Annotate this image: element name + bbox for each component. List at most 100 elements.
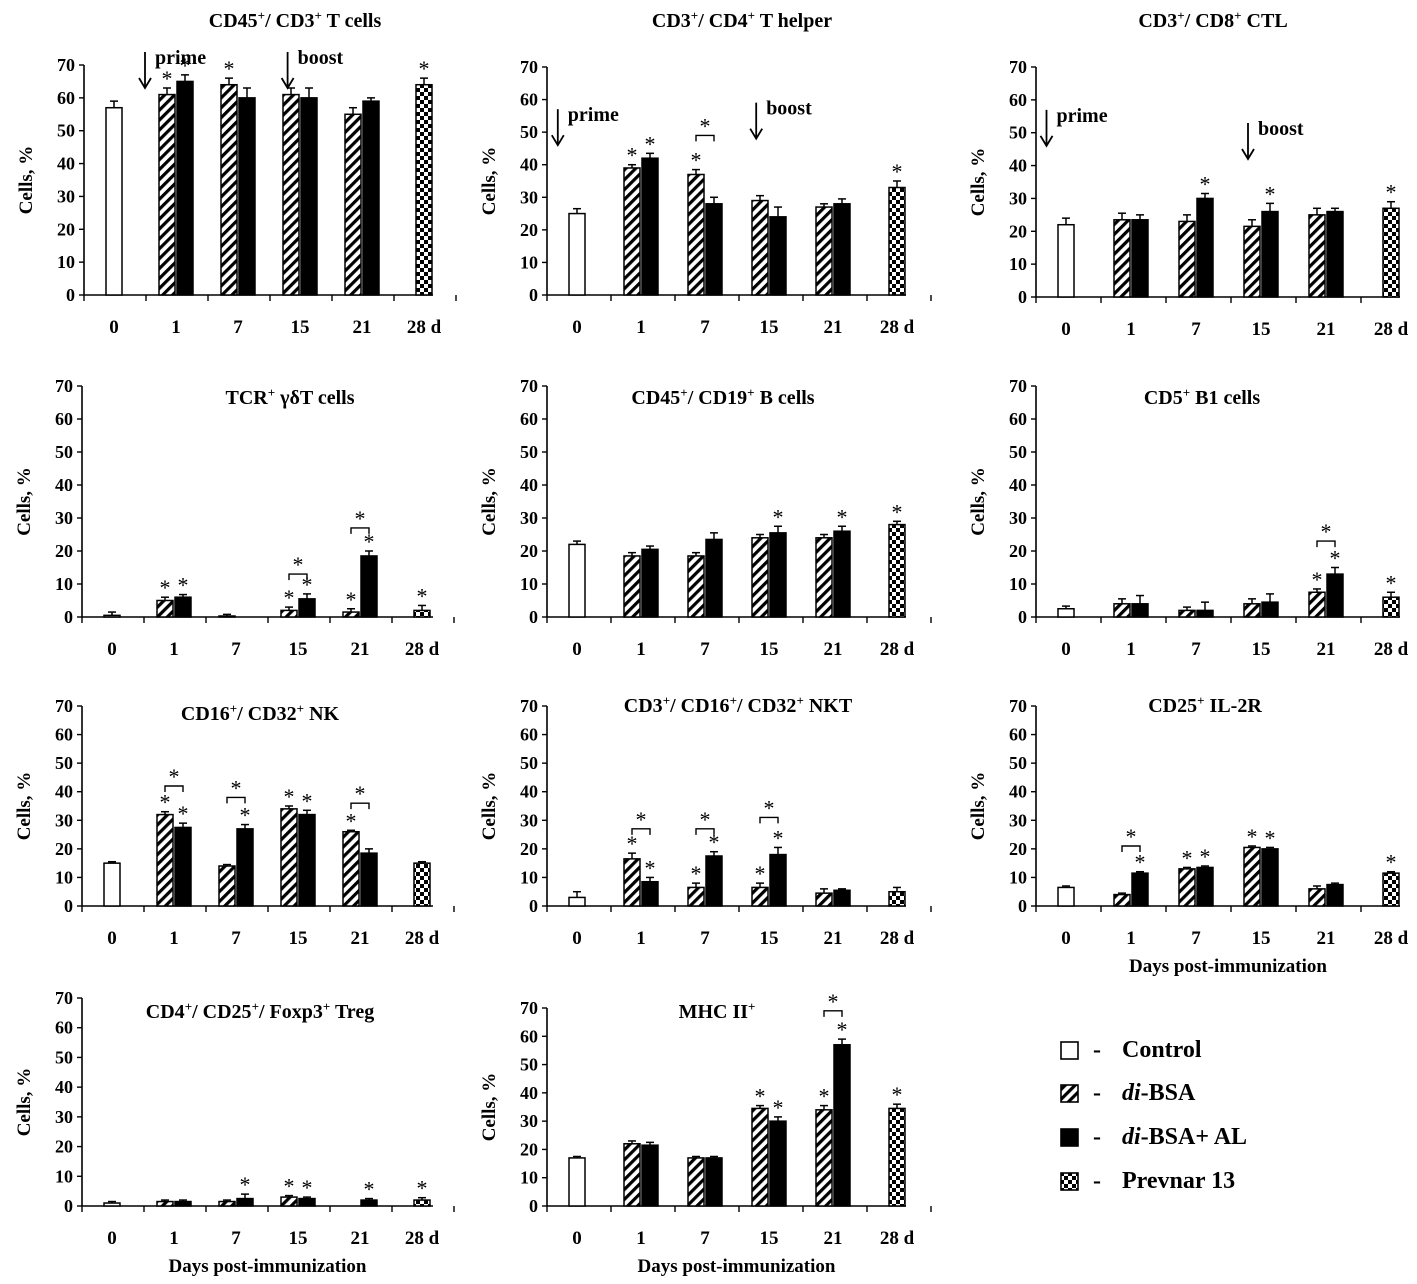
x-tick-label: 1 (171, 317, 181, 338)
chart-panel: CD5+ B1 cells 0 10 20 30 40 50 60 70 0 1 7 15 21 28 d C… (968, 376, 1409, 660)
bar-dibsa (218, 865, 236, 907)
bar-dibsa_al (238, 97, 256, 296)
annotation-arrowhead (749, 128, 763, 141)
x-tick-label: 0 (572, 1228, 582, 1249)
significance-star: * (231, 775, 242, 800)
significance-star: * (284, 784, 295, 809)
y-tick-label: 0 (1018, 896, 1027, 916)
y-tick-label: 50 (1009, 123, 1027, 143)
significance-bracket (288, 573, 308, 581)
significance-star: * (691, 861, 702, 886)
bar-dibsa (156, 599, 174, 618)
bar-dibsa_al (360, 852, 378, 907)
significance-star: * (1265, 825, 1276, 850)
significance-star: * (1135, 850, 1146, 875)
y-tick-label: 30 (1009, 810, 1027, 830)
significance-star: * (355, 781, 366, 806)
x-tick-label: 0 (107, 639, 117, 660)
y-tick-label: 30 (1009, 508, 1027, 528)
y-tick-label: 30 (57, 186, 75, 206)
x-tick-label: 15 (1252, 639, 1271, 660)
y-tick-label: 10 (1009, 867, 1027, 887)
y-tick-label: 20 (520, 1139, 538, 1159)
significance-star: * (364, 1177, 375, 1202)
significance-star: * (1265, 181, 1276, 206)
significance-star: * (364, 529, 375, 554)
bar-control (568, 543, 586, 618)
x-tick-label: 28 d (407, 317, 442, 338)
legend-label: Control (1122, 1037, 1202, 1063)
significance-star: * (293, 552, 304, 577)
significance-star: * (773, 825, 784, 850)
significance-star: * (160, 575, 171, 600)
y-tick-label: 10 (55, 574, 73, 594)
x-tick-label: 0 (1061, 928, 1071, 949)
bar-dibsa (158, 93, 176, 296)
y-axis-label: Cells, % (479, 467, 500, 536)
annotation-label: prime (155, 47, 206, 69)
y-tick-label: 20 (55, 541, 73, 561)
bar-dibsa_al (705, 538, 723, 618)
bar-dibsa (1113, 893, 1131, 907)
x-tick-label: 1 (1126, 319, 1136, 340)
bar-dibsa_al (1261, 601, 1279, 618)
y-tick-label: 60 (55, 725, 73, 745)
bar-dibsa_al (362, 100, 380, 296)
x-tick-label: 21 (824, 317, 843, 338)
annotation-arrowhead (280, 77, 295, 90)
bar-dibsa (1243, 603, 1261, 618)
y-tick-label: 70 (55, 988, 73, 1008)
bar-prevnar (413, 862, 431, 907)
x-tick-label: 15 (760, 928, 779, 949)
significance-star: * (1386, 180, 1397, 205)
x-tick-label: 7 (1191, 928, 1201, 949)
annotation-arrowhead (551, 134, 565, 147)
y-tick-label: 40 (1009, 156, 1027, 176)
x-tick-label: 15 (291, 317, 310, 338)
bar-control (568, 896, 586, 907)
x-tick-label: 0 (109, 317, 119, 338)
bar-dibsa (623, 555, 641, 618)
y-tick-label: 30 (520, 1111, 538, 1131)
y-tick-label: 0 (1018, 607, 1027, 627)
y-tick-label: 70 (520, 696, 538, 716)
significance-star: * (645, 855, 656, 880)
x-tick-label: 1 (169, 639, 179, 660)
bar-dibsa_al (1326, 573, 1344, 618)
bar-dibsa_al (833, 1044, 851, 1207)
y-tick-label: 60 (1009, 90, 1027, 110)
x-tick-label: 7 (700, 928, 710, 949)
annotation-label: boost (766, 98, 812, 120)
bar-dibsa_al (1261, 848, 1279, 907)
significance-star: * (1330, 546, 1341, 571)
bar-control (1057, 608, 1075, 618)
y-tick-label: 70 (57, 55, 75, 75)
significance-star: * (892, 159, 903, 184)
bar-dibsa (751, 199, 769, 296)
bar-dibsa (1243, 846, 1261, 907)
y-tick-label: 50 (55, 1047, 73, 1067)
bar-dibsa (623, 1143, 641, 1207)
y-tick-label: 0 (529, 285, 538, 305)
significance-star: * (773, 504, 784, 529)
y-tick-label: 60 (1009, 725, 1027, 745)
bar-dibsa (1113, 219, 1131, 298)
bar-dibsa (282, 93, 300, 296)
x-tick-label: 28 d (880, 639, 915, 660)
chart-panel: CD16+/ CD32+ NK 0 10 20 30 40 50 60 70 0 1 7 15 21 28 … (14, 696, 455, 949)
significance-star: * (709, 830, 720, 855)
significance-star: * (240, 1172, 251, 1197)
x-tick-label: 15 (289, 928, 308, 949)
x-tick-label: 7 (231, 639, 241, 660)
y-tick-label: 30 (520, 508, 538, 528)
y-tick-label: 40 (55, 1077, 73, 1097)
x-tick-label: 7 (231, 928, 241, 949)
significance-star: * (302, 1175, 313, 1200)
bar-dibsa (751, 886, 769, 907)
significance-bracket (226, 796, 246, 804)
annotation-label: boost (298, 47, 344, 69)
bar-dibsa (751, 1107, 769, 1207)
x-tick-label: 28 d (880, 1228, 915, 1249)
bar-prevnar (413, 609, 431, 618)
bar-dibsa_al (298, 598, 316, 618)
